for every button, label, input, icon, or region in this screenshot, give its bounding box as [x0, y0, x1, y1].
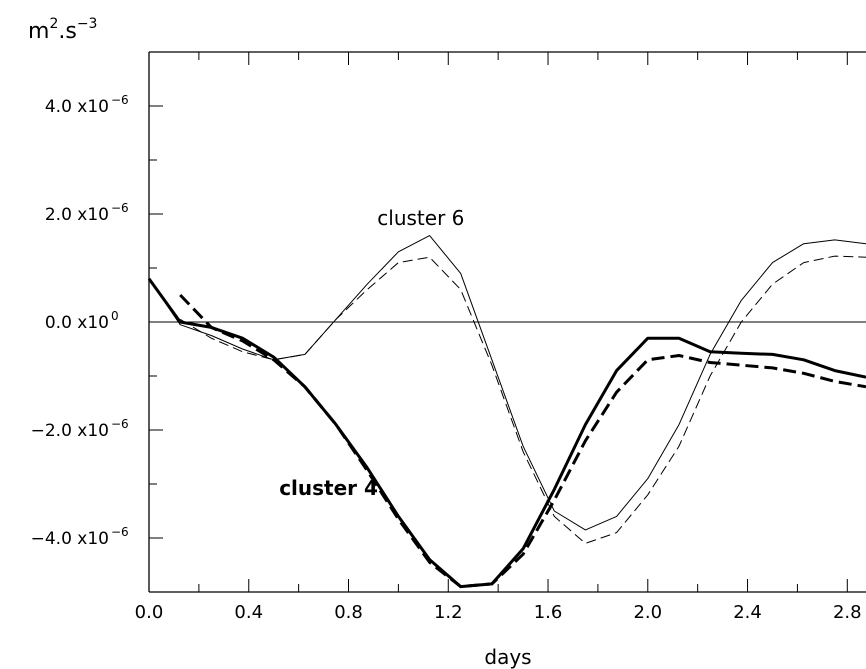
x-tick-labels: 0.0 0.4 0.8 1.2 1.6 2.0 2.4 2.8	[135, 602, 862, 623]
x-tick-label: 1.2	[434, 602, 463, 623]
y-tick-mantissa: −2.0 x10	[31, 421, 109, 441]
y-axis-label-mid: .s	[58, 19, 76, 44]
y-tick-mantissa: 0.0 x10	[45, 313, 109, 333]
y-tick-mantissa: −4.0 x10	[31, 529, 109, 549]
y-tick-label: −2.0 x10	[31, 421, 109, 441]
annotation-label-2: cluster 4	[279, 476, 378, 500]
y-axis-label-sup1: 2	[49, 16, 58, 32]
x-tick-label: 2.8	[833, 602, 862, 623]
series-line-1	[148, 235, 866, 531]
y-tick-exponent: 0	[111, 309, 119, 323]
y-tick-exponent: −6	[111, 201, 129, 215]
series-line-3	[147, 277, 866, 589]
x-tick-label: 0.4	[234, 602, 263, 623]
y-tick-exponent: −6	[111, 93, 129, 107]
y-tick-label: 0.0 x10	[45, 313, 109, 333]
series-line-4	[179, 293, 866, 589]
x-tick-label: 1.6	[534, 602, 563, 623]
series-lines	[147, 235, 866, 589]
series-line-2	[179, 255, 866, 544]
y-tick-exponent: −6	[111, 525, 129, 539]
y-tick-label: 4.0 x10	[45, 97, 109, 117]
y-tick-exponent: −6	[111, 417, 129, 431]
y-tick-mantissa: 2.0 x10	[45, 205, 109, 225]
annotations: cluster 6 cluster 4	[279, 206, 464, 500]
y-axis-label: m2.s−3	[28, 16, 97, 44]
y-axis-label-sup2: −3	[77, 16, 98, 32]
x-tick-label: 2.4	[733, 602, 762, 623]
x-tick-label: 2.0	[633, 602, 662, 623]
y-tick-mantissa: 4.0 x10	[45, 97, 109, 117]
x-axis-label: days	[484, 645, 531, 669]
annotation-label-1: cluster 6	[377, 206, 464, 230]
x-tick-label: 0.8	[334, 602, 363, 623]
y-tick-label: 2.0 x10	[45, 205, 109, 225]
y-tick-label: −4.0 x10	[31, 529, 109, 549]
y-axis-label-base: m	[28, 19, 49, 44]
y-tick-labels: 4.0 x10 −62.0 x10 −60.0 x10 0−2.0 x10 −6−4.0…	[31, 93, 129, 549]
x-tick-label: 0.0	[135, 602, 164, 623]
